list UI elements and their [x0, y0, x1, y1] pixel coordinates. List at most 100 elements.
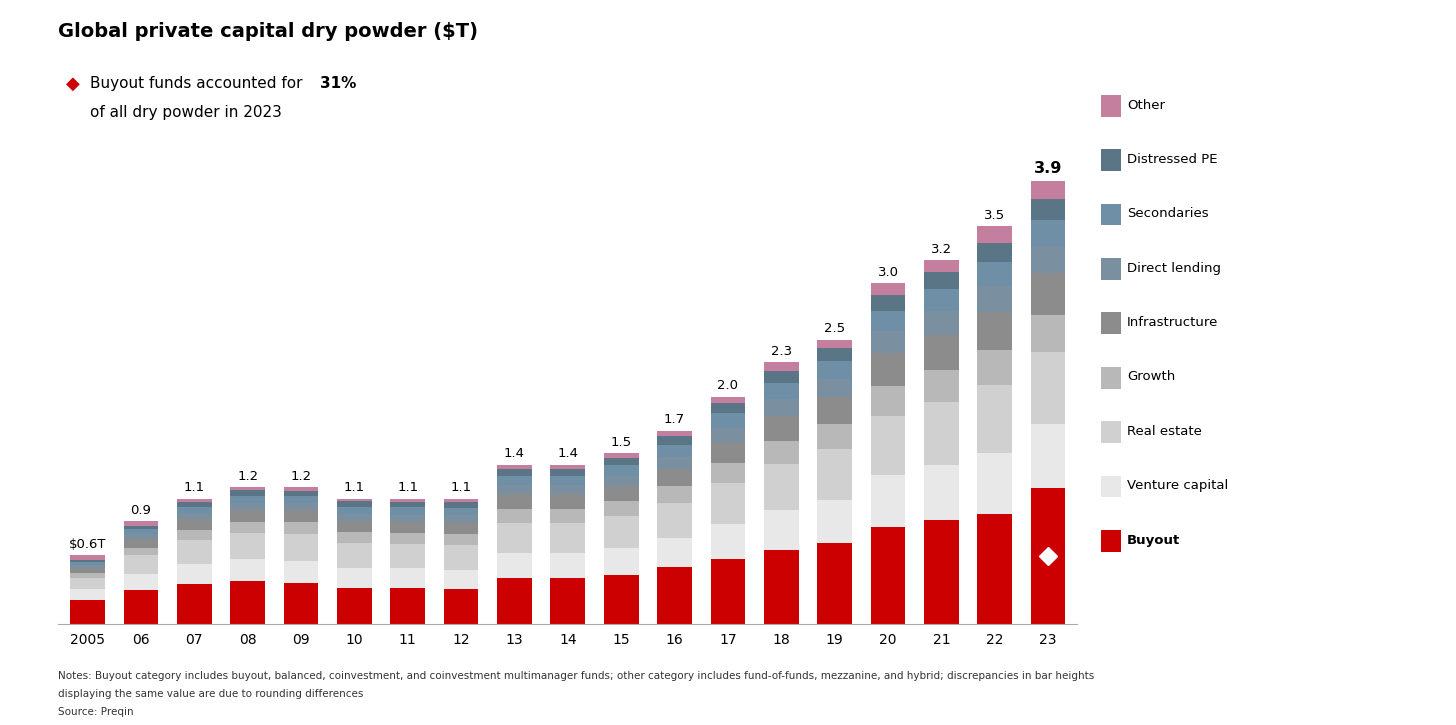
Bar [817, 348, 852, 361]
Bar [390, 502, 425, 508]
Bar [1031, 220, 1066, 246]
Bar [1031, 424, 1066, 488]
Bar [657, 538, 692, 567]
Bar [657, 503, 692, 538]
Bar [711, 463, 745, 484]
Bar [871, 295, 906, 311]
Text: 2.3: 2.3 [770, 345, 792, 358]
Bar [550, 485, 585, 494]
Text: Real estate: Real estate [1127, 425, 1201, 438]
Bar [124, 555, 159, 573]
Bar [284, 510, 319, 523]
Bar [550, 509, 585, 523]
Bar [124, 573, 159, 590]
Text: ◆: ◆ [66, 75, 80, 92]
Bar [925, 289, 958, 312]
Bar [70, 562, 105, 565]
Bar [496, 476, 531, 485]
Bar [496, 465, 531, 470]
Bar [70, 560, 105, 562]
Bar [925, 465, 958, 520]
Bar [871, 475, 906, 527]
Bar [70, 578, 105, 589]
Bar [284, 491, 319, 497]
Text: 31%: 31% [320, 76, 357, 91]
Bar [284, 497, 319, 503]
Bar [550, 494, 585, 509]
Text: Venture capital: Venture capital [1127, 479, 1229, 492]
Bar [284, 534, 319, 561]
Bar [230, 490, 265, 496]
Bar [871, 415, 906, 475]
Bar [1031, 273, 1066, 315]
Bar [657, 567, 692, 624]
Bar [925, 335, 958, 370]
Bar [764, 371, 799, 383]
Bar [444, 515, 479, 523]
Bar [657, 431, 692, 436]
Bar [336, 568, 371, 588]
Bar [657, 486, 692, 503]
Bar [764, 441, 799, 464]
Bar [604, 516, 639, 548]
Bar [711, 484, 745, 523]
Bar [284, 487, 319, 491]
Bar [178, 502, 211, 507]
Text: Other: Other [1127, 99, 1165, 112]
Bar [817, 397, 852, 424]
Bar [70, 555, 105, 560]
Text: Buyout funds accounted for: Buyout funds accounted for [90, 76, 307, 91]
Bar [336, 507, 371, 514]
Bar [711, 428, 745, 442]
Text: 3.9: 3.9 [1034, 162, 1063, 176]
Bar [604, 476, 639, 486]
Bar [925, 260, 958, 272]
Bar [230, 533, 265, 559]
Text: 1.5: 1.5 [610, 436, 632, 449]
Bar [444, 589, 479, 624]
Bar [70, 600, 105, 624]
Bar [604, 502, 639, 516]
Bar [817, 378, 852, 397]
Bar [390, 568, 425, 588]
Bar [496, 553, 531, 578]
Bar [871, 283, 906, 295]
Bar [711, 442, 745, 463]
Bar [444, 570, 479, 589]
Bar [604, 465, 639, 476]
Bar [1031, 246, 1066, 273]
Bar [604, 458, 639, 465]
Text: of all dry powder in 2023: of all dry powder in 2023 [90, 105, 282, 120]
Bar [178, 520, 211, 530]
Bar [178, 507, 211, 513]
Bar [764, 510, 799, 550]
Bar [444, 545, 479, 570]
Bar [977, 514, 1012, 624]
Bar [711, 403, 745, 413]
Bar [1031, 352, 1066, 424]
Text: Source: Preqin: Source: Preqin [58, 707, 134, 717]
Text: 1.2: 1.2 [237, 470, 258, 483]
Bar [178, 540, 211, 564]
Bar [604, 486, 639, 502]
Bar [124, 590, 159, 624]
Bar [871, 311, 906, 331]
Text: 1.2: 1.2 [290, 470, 312, 483]
Bar [496, 523, 531, 553]
Bar [817, 450, 852, 500]
Bar [871, 353, 906, 386]
Bar [496, 494, 531, 509]
Bar [390, 544, 425, 568]
Text: 2.5: 2.5 [824, 323, 846, 335]
Bar [124, 547, 159, 555]
Bar [336, 543, 371, 568]
Bar [764, 383, 799, 399]
Bar [230, 503, 265, 510]
Bar [1031, 181, 1066, 199]
Text: Secondaries: Secondaries [1127, 207, 1208, 220]
Bar [657, 436, 692, 445]
Bar [390, 515, 425, 522]
Bar [550, 578, 585, 624]
Bar [444, 499, 479, 502]
Text: 1.1: 1.1 [397, 481, 418, 494]
